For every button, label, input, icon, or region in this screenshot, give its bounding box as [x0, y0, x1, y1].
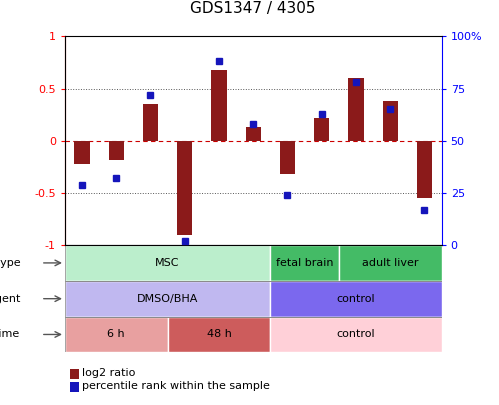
Text: MSC: MSC: [155, 258, 180, 268]
Text: control: control: [337, 294, 375, 304]
Text: GDS1347 / 4305: GDS1347 / 4305: [191, 1, 316, 16]
Bar: [65, 317, 168, 352]
Bar: [65, 245, 442, 281]
Bar: [143, 104, 158, 141]
Text: time: time: [0, 329, 20, 339]
Bar: [348, 78, 364, 141]
Text: control: control: [337, 329, 375, 339]
Bar: [270, 245, 339, 281]
Bar: [270, 317, 442, 352]
Text: adult liver: adult liver: [362, 258, 419, 268]
Text: percentile rank within the sample: percentile rank within the sample: [82, 382, 270, 391]
Text: 48 h: 48 h: [207, 329, 232, 339]
Bar: [246, 127, 261, 141]
Text: cell type: cell type: [0, 258, 20, 268]
Text: DMSO/BHA: DMSO/BHA: [137, 294, 198, 304]
Bar: [168, 317, 270, 352]
Bar: [74, 141, 90, 164]
Bar: [280, 141, 295, 174]
Bar: [65, 317, 442, 352]
Bar: [270, 281, 442, 317]
Bar: [177, 141, 193, 234]
Text: log2 ratio: log2 ratio: [82, 369, 136, 378]
Bar: [339, 245, 442, 281]
Bar: [211, 70, 227, 141]
Text: fetal brain: fetal brain: [276, 258, 333, 268]
Text: 6 h: 6 h: [107, 329, 125, 339]
Text: agent: agent: [0, 294, 20, 304]
Bar: [65, 281, 270, 317]
Bar: [109, 141, 124, 160]
Bar: [65, 245, 270, 281]
Bar: [65, 281, 442, 317]
Bar: [314, 118, 329, 141]
Bar: [383, 101, 398, 141]
Bar: [417, 141, 432, 198]
